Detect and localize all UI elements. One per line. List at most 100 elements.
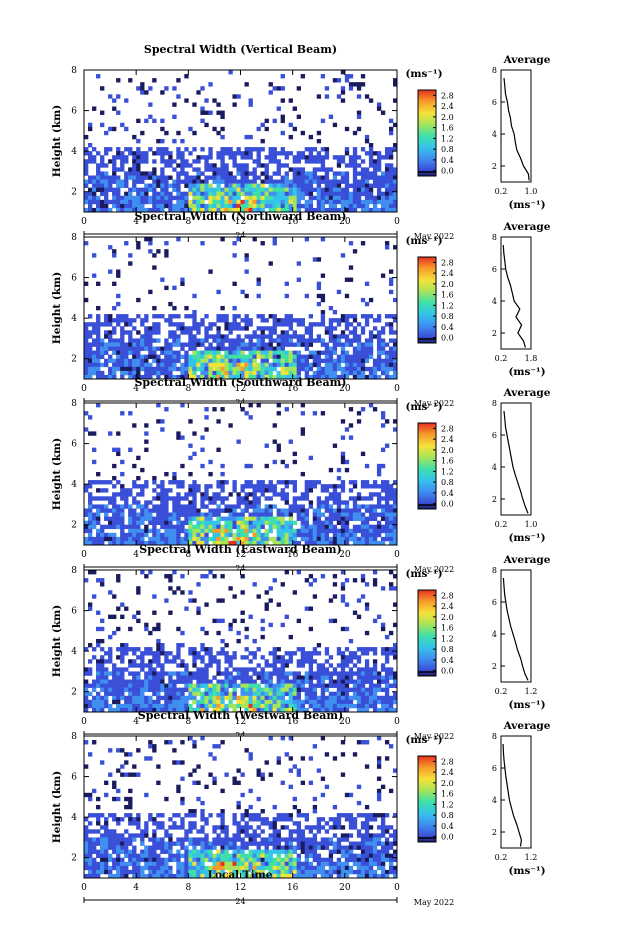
heatmap-cell: [216, 187, 221, 193]
heatmap-cell: [92, 524, 97, 530]
heatmap-cell: [356, 163, 362, 168]
heatmap-cell: [200, 703, 205, 709]
heatmap-cell: [276, 318, 281, 323]
heatmap-cell: [292, 532, 297, 538]
heatmap-cell: [316, 207, 322, 213]
heatmap-cell: [328, 492, 334, 497]
heatmap-cell: [364, 207, 370, 213]
heatmap-cell: [176, 508, 181, 513]
heatmap-cell: [164, 362, 169, 368]
heatmap-cell: [300, 203, 305, 209]
heatmap-cell: [96, 318, 101, 323]
heatmap-cell: [152, 528, 157, 534]
heatmap-cell: [248, 691, 253, 697]
heatmap-cell: [108, 500, 113, 505]
heatmap-cell: [324, 500, 330, 505]
heatmap-cell: [316, 643, 322, 648]
heatmap-cell: [128, 191, 133, 197]
x-tick-label: 16: [287, 217, 299, 227]
heatmap-cell: [376, 159, 382, 164]
heatmap-cell: [160, 366, 165, 372]
heatmap-cell: [168, 314, 173, 319]
heatmap-cell: [88, 853, 93, 859]
heatmap-cell: [116, 199, 121, 205]
heatmap-cell: [276, 187, 281, 193]
heatmap-cell: [216, 207, 221, 213]
heatmap-cell: [240, 191, 245, 197]
heatmap-cell: [352, 695, 358, 701]
heatmap-cell: [128, 813, 133, 818]
heatmap-cell: [388, 358, 394, 364]
heatmap-cell: [292, 179, 297, 184]
heatmap-cell: [308, 675, 314, 680]
heatmap-cell: [292, 203, 297, 209]
heatmap-cell: [228, 703, 233, 709]
heatmap-cell: [336, 94, 342, 99]
heatmap-cell: [156, 508, 161, 513]
heatmap-cell: [312, 362, 318, 368]
heatmap-cell: [244, 155, 249, 160]
heatmap-cell: [232, 163, 237, 168]
heatmap-cell: [152, 191, 157, 197]
heatmap-cell: [208, 508, 213, 513]
heatmap-cell: [180, 435, 185, 440]
heatmap-cell: [220, 338, 225, 343]
heatmap-cell: [288, 326, 293, 331]
heatmap-cell: [332, 512, 338, 517]
heatmap-cell: [248, 147, 253, 152]
heatmap-cell: [156, 659, 161, 664]
heatmap-cell: [296, 171, 301, 176]
heatmap-cell: [136, 865, 141, 871]
heatmap-cell: [88, 703, 93, 709]
heatmap-cell: [132, 326, 137, 331]
heatmap-cell: [276, 532, 281, 538]
heatmap-cell: [208, 524, 213, 530]
heatmap-cell: [280, 659, 285, 664]
heatmap-cell: [176, 237, 181, 242]
heatmap-cell: [324, 703, 330, 709]
heatmap-cell: [152, 532, 157, 538]
heatmap-cell: [296, 508, 301, 513]
heatmap-cell: [380, 463, 386, 469]
heatmap-cell: [316, 191, 322, 197]
heatmap-cell: [144, 362, 149, 368]
heatmap-cell: [252, 667, 257, 672]
heatmap-cell: [216, 699, 221, 705]
heatmap-cell: [256, 675, 261, 680]
heatmap-cell: [144, 671, 149, 676]
heatmap-cell: [364, 602, 370, 607]
heatmap-cell: [112, 675, 117, 680]
heatmap-cell: [220, 598, 225, 603]
heatmap-cell: [128, 338, 133, 343]
average-title: Average: [503, 54, 551, 66]
heatmap-cell: [144, 447, 149, 452]
x-tick-label: 20: [339, 550, 351, 560]
heatmap-cell: [264, 707, 269, 713]
heatmap-cell: [136, 663, 141, 668]
heatmap-cell: [128, 488, 133, 493]
heatmap-cell: [184, 663, 189, 668]
heatmap-cell: [228, 342, 233, 347]
heatmap-cell: [296, 261, 301, 266]
heatmap-cell: [268, 82, 273, 87]
heatmap-cell: [164, 358, 169, 364]
heatmap-cell: [296, 570, 301, 575]
heatmap-cell: [180, 817, 185, 822]
heatmap-cell: [148, 861, 153, 867]
heatmap-cell: [328, 484, 334, 489]
heatmap-cell: [368, 484, 374, 489]
heatmap-cell: [288, 122, 293, 128]
heatmap-cell: [188, 471, 193, 477]
heatmap-cell: [208, 695, 213, 701]
heatmap-cell: [316, 520, 322, 526]
heatmap-cell: [336, 179, 342, 184]
heatmap-cell: [160, 496, 165, 501]
heatmap-cell: [280, 516, 285, 521]
heatmap-cell: [136, 354, 141, 360]
heatmap-cell: [316, 195, 322, 201]
heatmap-cell: [252, 500, 257, 505]
heatmap-cell: [140, 536, 145, 542]
heatmap-cell: [296, 366, 301, 372]
heatmap-cell: [280, 492, 285, 497]
heatmap-cell: [232, 366, 237, 372]
